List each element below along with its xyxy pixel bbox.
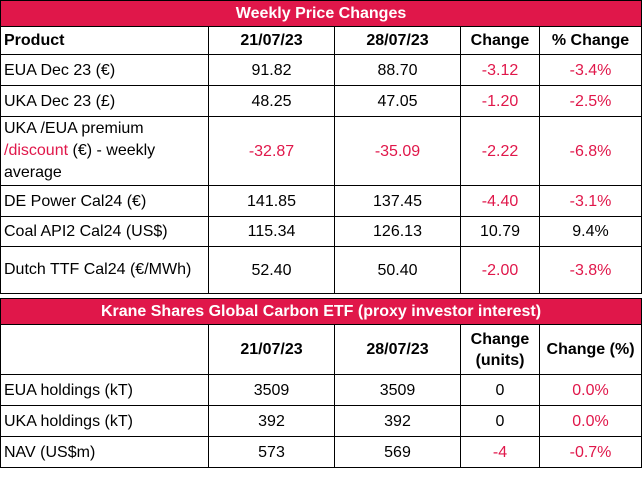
product-name: Coal API2 Cal24 (US$) <box>0 216 209 247</box>
header-change: Change <box>460 26 540 55</box>
change-value: 0 <box>460 374 540 406</box>
weekly-table-title: Weekly Price Changes <box>0 0 642 27</box>
value-date-1: 115.34 <box>208 216 335 247</box>
header-date-1: 21/07/23 <box>208 26 335 55</box>
table-row: NAV (US$m) 573 569 -4 -0.7% <box>0 436 642 468</box>
table-row: UKA /EUA premium/discount (€) - weekly a… <box>0 116 642 186</box>
header-product: Product <box>0 26 209 55</box>
product-name: UKA /EUA premium/discount (€) - weekly a… <box>0 116 209 186</box>
change-value: 10.79 <box>460 216 540 247</box>
table-row: UKA holdings (kT) 392 392 0 0.0% <box>0 405 642 437</box>
pct-change-value: -6.8% <box>538 116 642 186</box>
value-date-1: 573 <box>208 436 335 468</box>
pct-change-value: 0.0% <box>538 374 642 406</box>
holding-name: NAV (US$m) <box>0 436 209 468</box>
value-date-2: 137.45 <box>334 185 461 217</box>
header-change-units: Change (units) <box>460 324 540 375</box>
pct-change-value: 9.4% <box>538 216 642 247</box>
change-value: 0 <box>460 405 540 437</box>
change-value: -3.12 <box>460 54 540 86</box>
change-value: -4 <box>460 436 540 468</box>
product-name-part: UKA /EUA premium <box>4 120 144 137</box>
etf-table-title: Krane Shares Global Carbon ETF (proxy in… <box>0 298 642 325</box>
product-name: Dutch TTF Cal24 (€/MWh) <box>0 246 209 294</box>
change-value: -2.22 <box>460 116 540 186</box>
product-name: UKA Dec 23 (£) <box>0 85 209 117</box>
value-date-1: 3509 <box>208 374 335 406</box>
value-date-2: 50.40 <box>334 246 461 294</box>
value-date-2: 88.70 <box>334 54 461 86</box>
price-tables: Weekly Price Changes Product 21/07/23 28… <box>0 0 642 468</box>
pct-change-value: -3.8% <box>538 246 642 294</box>
change-value: -1.20 <box>460 85 540 117</box>
value-date-2: 3509 <box>334 374 461 406</box>
product-name: EUA Dec 23 (€) <box>0 54 209 86</box>
change-value: -4.40 <box>460 185 540 217</box>
pct-change-value: 0.0% <box>538 405 642 437</box>
product-name-tail: (€) - weekly average <box>4 142 156 181</box>
value-date-1: 91.82 <box>208 54 335 86</box>
table-row: DE Power Cal24 (€) 141.85 137.45 -4.40 -… <box>0 185 642 217</box>
value-date-2: 569 <box>334 436 461 468</box>
table-row: EUA Dec 23 (€) 91.82 88.70 -3.12 -3.4% <box>0 54 642 86</box>
table-row: Dutch TTF Cal24 (€/MWh) 52.40 50.40 -2.0… <box>0 246 642 294</box>
header-change-pct: Change (%) <box>538 324 642 375</box>
value-date-1: -32.87 <box>208 116 335 186</box>
weekly-price-table: Weekly Price Changes Product 21/07/23 28… <box>0 0 642 468</box>
holding-name: EUA holdings (kT) <box>0 374 209 406</box>
table-row: Coal API2 Cal24 (US$) 115.34 126.13 10.7… <box>0 216 642 247</box>
table-row: EUA holdings (kT) 3509 3509 0 0.0% <box>0 374 642 406</box>
change-value: -2.00 <box>460 246 540 294</box>
value-date-1: 52.40 <box>208 246 335 294</box>
value-date-1: 141.85 <box>208 185 335 217</box>
value-date-1: 48.25 <box>208 85 335 117</box>
product-name: DE Power Cal24 (€) <box>0 185 209 217</box>
header-date-2: 28/07/23 <box>334 324 461 375</box>
value-date-2: 47.05 <box>334 85 461 117</box>
pct-change-value: -2.5% <box>538 85 642 117</box>
holding-name: UKA holdings (kT) <box>0 405 209 437</box>
table-row: UKA Dec 23 (£) 48.25 47.05 -1.20 -2.5% <box>0 85 642 117</box>
value-date-2: 126.13 <box>334 216 461 247</box>
value-date-1: 392 <box>208 405 335 437</box>
header-date-1: 21/07/23 <box>208 324 335 375</box>
pct-change-value: -3.1% <box>538 185 642 217</box>
value-date-2: -35.09 <box>334 116 461 186</box>
header-date-2: 28/07/23 <box>334 26 461 55</box>
pct-change-value: -0.7% <box>538 436 642 468</box>
product-name-discount: /discount <box>4 142 69 159</box>
header-blank <box>0 324 209 375</box>
header-pct-change: % Change <box>538 26 642 55</box>
pct-change-value: -3.4% <box>538 54 642 86</box>
value-date-2: 392 <box>334 405 461 437</box>
